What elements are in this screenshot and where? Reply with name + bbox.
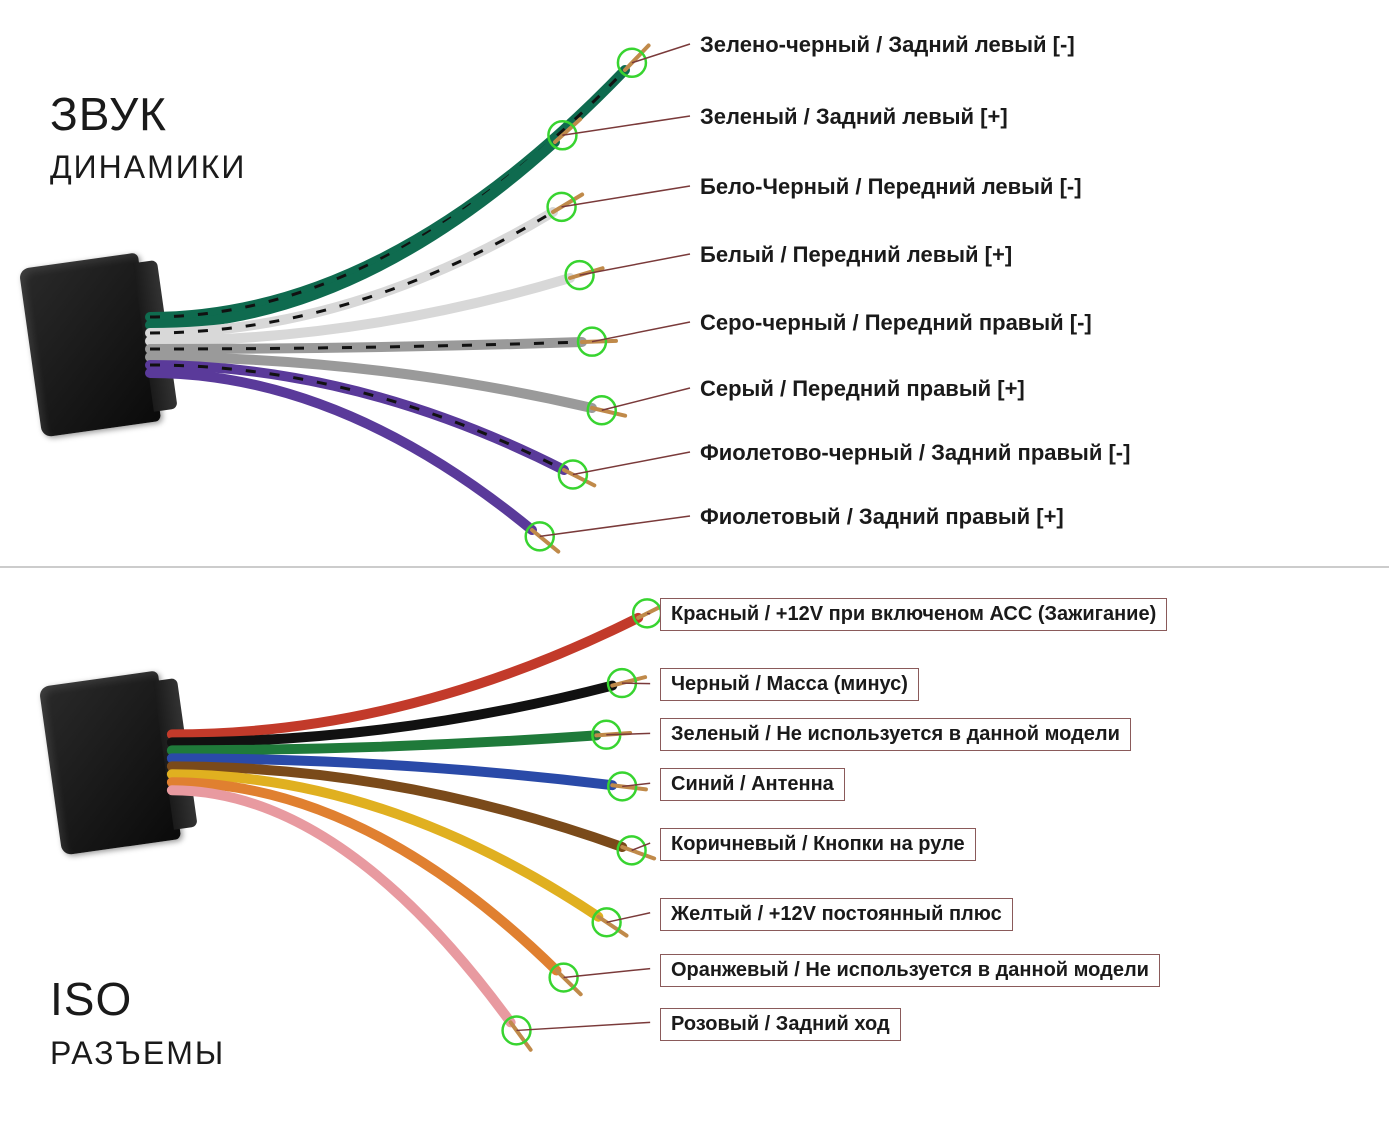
leader-line: [562, 116, 690, 135]
wire-label: Черный / Масса (минус): [660, 668, 919, 701]
wire-tip: [556, 971, 580, 995]
leader-line: [517, 1022, 651, 1030]
wire-tip: [598, 917, 626, 936]
wire-label: Бело-Черный / Передний левый [-]: [700, 174, 1082, 200]
wire-tip: [532, 530, 558, 552]
highlight-ring-icon: [608, 772, 636, 800]
wire-tip: [592, 408, 625, 416]
leader-line: [622, 783, 650, 786]
wire: [150, 212, 553, 333]
wire: [150, 365, 564, 470]
wire-tip: [555, 119, 580, 142]
wire-tip: [596, 733, 630, 735]
highlight-ring-icon: [593, 908, 621, 936]
highlight-ring-icon: [592, 721, 620, 749]
highlight-ring-icon: [548, 193, 576, 221]
wire-tip: [622, 847, 654, 858]
wire-label: Зеленый / Задний левый [+]: [700, 104, 1008, 130]
wire-tip: [612, 785, 646, 789]
wire: [172, 686, 612, 743]
leader-line: [606, 733, 650, 734]
leader-line: [632, 843, 651, 850]
wire: [172, 766, 622, 847]
wire: [150, 357, 592, 408]
wire-label: Желтый / +12V постоянный плюс: [660, 898, 1013, 931]
speaker-wires-svg: [0, 0, 1389, 566]
wire-label: Зеленый / Не используется в данной модел…: [660, 718, 1131, 751]
wire: [172, 774, 598, 916]
leader-line: [580, 254, 690, 275]
highlight-ring-icon: [550, 964, 578, 992]
wire-label: Оранжевый / Не используется в данной мод…: [660, 954, 1160, 987]
wire-stripe: [150, 365, 564, 470]
wire-label: Зелено-черный / Задний левый [-]: [700, 32, 1075, 58]
wire-label: Коричневый / Кнопки на руле: [660, 828, 976, 861]
highlight-ring-icon: [526, 522, 554, 550]
wire: [172, 758, 612, 785]
leader-line: [540, 516, 690, 536]
iso-connector-icon: [39, 670, 181, 855]
highlight-ring-icon: [618, 836, 646, 864]
wire: [150, 278, 570, 341]
title-line2: ДИНАМИКИ: [50, 149, 246, 185]
leader-line: [607, 913, 651, 923]
iso-wiring-section: ISO РАЗЪЕМЫ Красный / +12V при включеном…: [0, 566, 1389, 1132]
highlight-ring-icon: [559, 461, 587, 489]
wire-stripe: [150, 212, 553, 333]
speaker-wiring-section: ЗВУК ДИНАМИКИ Зелено-черный / Задний лев…: [0, 0, 1389, 566]
wire-tip: [625, 45, 649, 70]
wire: [150, 342, 582, 349]
section-title-speakers: ЗВУК ДИНАМИКИ: [50, 90, 246, 187]
leader-line: [592, 322, 690, 342]
title-line1: ЗВУК: [50, 88, 167, 140]
section-title-iso: ISO РАЗЪЕМЫ: [50, 975, 225, 1072]
wire-label: Серый / Передний правый [+]: [700, 376, 1025, 402]
highlight-ring-icon: [618, 49, 646, 77]
wire-label: Фиолетово-черный / Задний правый [-]: [700, 440, 1130, 466]
highlight-ring-icon: [633, 599, 661, 627]
wire-tip: [570, 268, 603, 278]
wire-label: Фиолетовый / Задний правый [+]: [700, 504, 1064, 530]
wire-label: Розовый / Задний ход: [660, 1008, 901, 1041]
wire: [172, 735, 596, 750]
wire-tip: [553, 194, 582, 212]
highlight-ring-icon: [566, 261, 594, 289]
highlight-ring-icon: [588, 396, 616, 424]
wire-label: Серо-черный / Передний правый [-]: [700, 310, 1092, 336]
title-line2: РАЗЪЕМЫ: [50, 1035, 225, 1071]
speaker-connector-icon: [19, 252, 161, 437]
wire-label: Белый / Передний левый [+]: [700, 242, 1012, 268]
wire-tip: [612, 677, 645, 685]
highlight-ring-icon: [608, 669, 636, 697]
leader-line: [602, 388, 690, 410]
wire-label: Синий / Антенна: [660, 768, 845, 801]
wire-tip: [564, 470, 594, 485]
highlight-ring-icon: [503, 1016, 531, 1044]
wire-tip: [511, 1022, 531, 1049]
wire-tip: [582, 341, 616, 342]
wire: [172, 782, 557, 970]
highlight-ring-icon: [578, 328, 606, 356]
wire: [172, 618, 638, 735]
title-line1: ISO: [50, 973, 132, 1025]
wire: [150, 373, 532, 530]
leader-line: [562, 186, 690, 207]
leader-line: [564, 969, 651, 978]
leader-line: [632, 44, 690, 63]
highlight-ring-icon: [548, 121, 576, 149]
wire-label: Красный / +12V при включеном АСС (Зажига…: [660, 598, 1167, 631]
leader-line: [573, 452, 690, 475]
wire-stripe: [150, 342, 582, 349]
